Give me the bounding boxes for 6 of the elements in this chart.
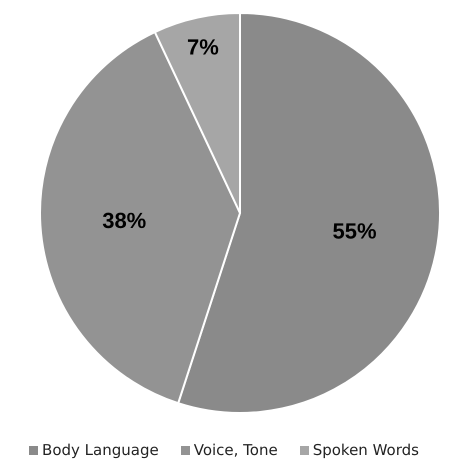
legend-label: Body Language (42, 441, 159, 459)
data-label: 38% (102, 208, 146, 233)
data-label: 7% (187, 34, 219, 60)
data-label: 55% (332, 218, 377, 244)
legend-label: Spoken Words (312, 441, 419, 459)
legend-label: Voice, Tone (194, 441, 278, 459)
